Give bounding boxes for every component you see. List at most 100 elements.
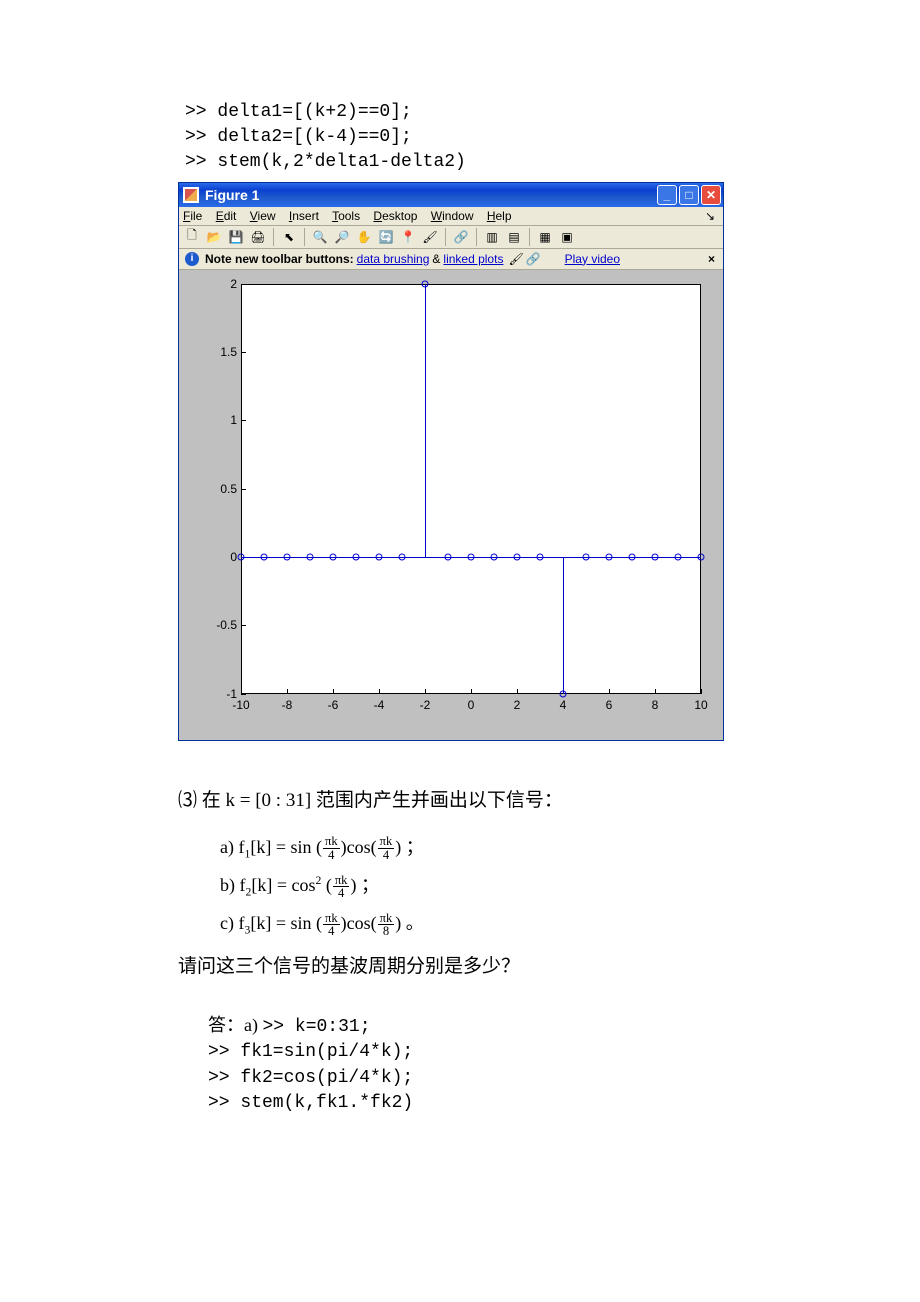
hide-tools-icon[interactable]: ▦ bbox=[536, 228, 554, 246]
menu-tools[interactable]: Tools bbox=[332, 209, 360, 223]
menu-insert[interactable]: Insert bbox=[289, 209, 319, 223]
brush-icon[interactable]: 🖌 bbox=[421, 228, 439, 246]
formula-b: b) f2[k] = cos2 (πk4) ； bbox=[220, 867, 920, 905]
show-tools-icon[interactable]: ▣ bbox=[558, 228, 576, 246]
figure-toolbar: 🗋 📂 💾 🖨 ⬉ 🔍 🔎 ✋ 🔄 📍 🖌 🔗 ▥ ▤ ▦ ▣ bbox=[179, 226, 723, 249]
menu-window[interactable]: Window bbox=[431, 209, 474, 223]
link-small-icon: 🔗 bbox=[526, 252, 541, 266]
stem-marker bbox=[261, 553, 268, 560]
question-number: ⑶ bbox=[178, 790, 197, 811]
link-icon[interactable]: 🔗 bbox=[452, 228, 470, 246]
y-tick-mark bbox=[241, 694, 246, 695]
close-notice-icon[interactable]: × bbox=[708, 252, 715, 266]
info-icon: i bbox=[185, 252, 199, 266]
stem-marker bbox=[468, 553, 475, 560]
toolbar-separator bbox=[445, 228, 446, 246]
stem-line bbox=[425, 284, 426, 557]
y-tick-label: -0.5 bbox=[216, 618, 237, 632]
menu-view[interactable]: View bbox=[250, 209, 276, 223]
matlab-logo-icon bbox=[183, 187, 199, 203]
pan-icon[interactable]: ✋ bbox=[355, 228, 373, 246]
x-tick-label: -10 bbox=[232, 698, 249, 712]
stem-marker bbox=[537, 553, 544, 560]
x-tick-mark bbox=[517, 689, 518, 694]
open-file-icon[interactable]: 📂 bbox=[205, 228, 223, 246]
pointer-icon[interactable]: ⬉ bbox=[280, 228, 298, 246]
menu-edit[interactable]: Edit bbox=[216, 209, 237, 223]
y-tick-label: 1 bbox=[230, 413, 237, 427]
code-line: >> stem(k,2*delta1-delta2) bbox=[185, 150, 920, 175]
note-link-brushing[interactable]: data brushing bbox=[357, 252, 430, 266]
stem-marker bbox=[652, 553, 659, 560]
close-button[interactable]: ✕ bbox=[701, 185, 721, 205]
stem-marker bbox=[445, 553, 452, 560]
toolbar-separator bbox=[529, 228, 530, 246]
x-tick-mark bbox=[609, 689, 610, 694]
code-block-top: >> delta1=[(k+2)==0]; >> delta2=[(k-4)==… bbox=[185, 100, 920, 176]
answer-line-3: >> stem(k,fk1.*fk2) bbox=[208, 1091, 920, 1116]
stem-marker bbox=[583, 553, 590, 560]
data-cursor-icon[interactable]: 📍 bbox=[399, 228, 417, 246]
new-file-icon[interactable]: 🗋 bbox=[183, 228, 201, 246]
axes-area: -1-0.500.511.52-10-8-6-4-20246810 bbox=[241, 284, 701, 724]
formula-c: c) f3[k] = sin (πk4)cos(πk8) 。 bbox=[220, 905, 920, 943]
question-text: 在 k = [0 : 31] 范围内产生并画出以下信号： bbox=[197, 790, 563, 811]
menu-corner-icon: ↘ bbox=[705, 209, 715, 223]
zoom-in-icon[interactable]: 🔍 bbox=[311, 228, 329, 246]
toolbar-separator bbox=[304, 228, 305, 246]
save-icon[interactable]: 💾 bbox=[227, 228, 245, 246]
x-tick-label: 6 bbox=[606, 698, 613, 712]
x-tick-label: -6 bbox=[328, 698, 339, 712]
y-tick-mark bbox=[241, 352, 246, 353]
x-tick-mark bbox=[701, 689, 702, 694]
answer-line-1: >> fk1=sin(pi/4*k); bbox=[208, 1040, 920, 1065]
plot-box bbox=[241, 284, 701, 694]
x-tick-label: 10 bbox=[694, 698, 707, 712]
y-tick-label: 0.5 bbox=[220, 482, 237, 496]
minimize-button[interactable]: _ bbox=[657, 185, 677, 205]
figure-titlebar: Figure 1 _ □ ✕ bbox=[179, 183, 723, 207]
x-tick-label: 4 bbox=[560, 698, 567, 712]
colorbar-icon[interactable]: ▥ bbox=[483, 228, 501, 246]
note-play-video[interactable]: Play video bbox=[565, 252, 620, 266]
figure-menubar: File Edit View Insert Tools Desktop Wind… bbox=[179, 207, 723, 226]
stem-line bbox=[563, 557, 564, 694]
toolbar-separator bbox=[273, 228, 274, 246]
answer-line-2: >> fk2=cos(pi/4*k); bbox=[208, 1066, 920, 1091]
x-tick-label: 8 bbox=[652, 698, 659, 712]
stem-marker bbox=[307, 553, 314, 560]
stem-marker bbox=[422, 280, 429, 287]
note-prefix: Note new toolbar buttons: bbox=[205, 252, 354, 266]
figure-title: Figure 1 bbox=[205, 187, 259, 203]
menu-desktop[interactable]: Desktop bbox=[373, 209, 417, 223]
x-tick-label: -4 bbox=[374, 698, 385, 712]
print-icon[interactable]: 🖨 bbox=[249, 228, 267, 246]
legend-icon[interactable]: ▤ bbox=[505, 228, 523, 246]
x-tick-mark bbox=[241, 689, 242, 694]
x-tick-label: 2 bbox=[514, 698, 521, 712]
menu-file[interactable]: File bbox=[183, 209, 202, 223]
question-block: ⑶ 在 k = [0 : 31] 范围内产生并画出以下信号： a) f1[k] … bbox=[178, 783, 920, 986]
question-line-2: 请问这三个信号的基波周期分别是多少？ bbox=[178, 949, 920, 985]
toolbar-separator bbox=[476, 228, 477, 246]
zoom-out-icon[interactable]: 🔎 bbox=[333, 228, 351, 246]
document-page: >> delta1=[(k+2)==0]; >> delta2=[(k-4)==… bbox=[0, 0, 920, 1302]
menu-help[interactable]: Help bbox=[487, 209, 512, 223]
x-tick-mark bbox=[655, 689, 656, 694]
window-controls: _ □ ✕ bbox=[657, 185, 721, 205]
x-tick-mark bbox=[287, 689, 288, 694]
stem-marker bbox=[514, 553, 521, 560]
stem-marker bbox=[606, 553, 613, 560]
y-tick-mark bbox=[241, 489, 246, 490]
answer-block: 答：a) >> k=0:31; >> fk1=sin(pi/4*k); >> f… bbox=[208, 1013, 920, 1116]
question-line-1: ⑶ 在 k = [0 : 31] 范围内产生并画出以下信号： bbox=[178, 783, 920, 819]
y-tick-label: 0 bbox=[230, 550, 237, 564]
code-line: >> delta1=[(k+2)==0]; bbox=[185, 100, 920, 125]
note-link-linked[interactable]: linked plots bbox=[443, 252, 503, 266]
stem-marker bbox=[560, 690, 567, 697]
note-amp: & bbox=[432, 252, 440, 266]
stem-marker bbox=[284, 553, 291, 560]
rotate-icon[interactable]: 🔄 bbox=[377, 228, 395, 246]
x-tick-label: -2 bbox=[420, 698, 431, 712]
maximize-button[interactable]: □ bbox=[679, 185, 699, 205]
